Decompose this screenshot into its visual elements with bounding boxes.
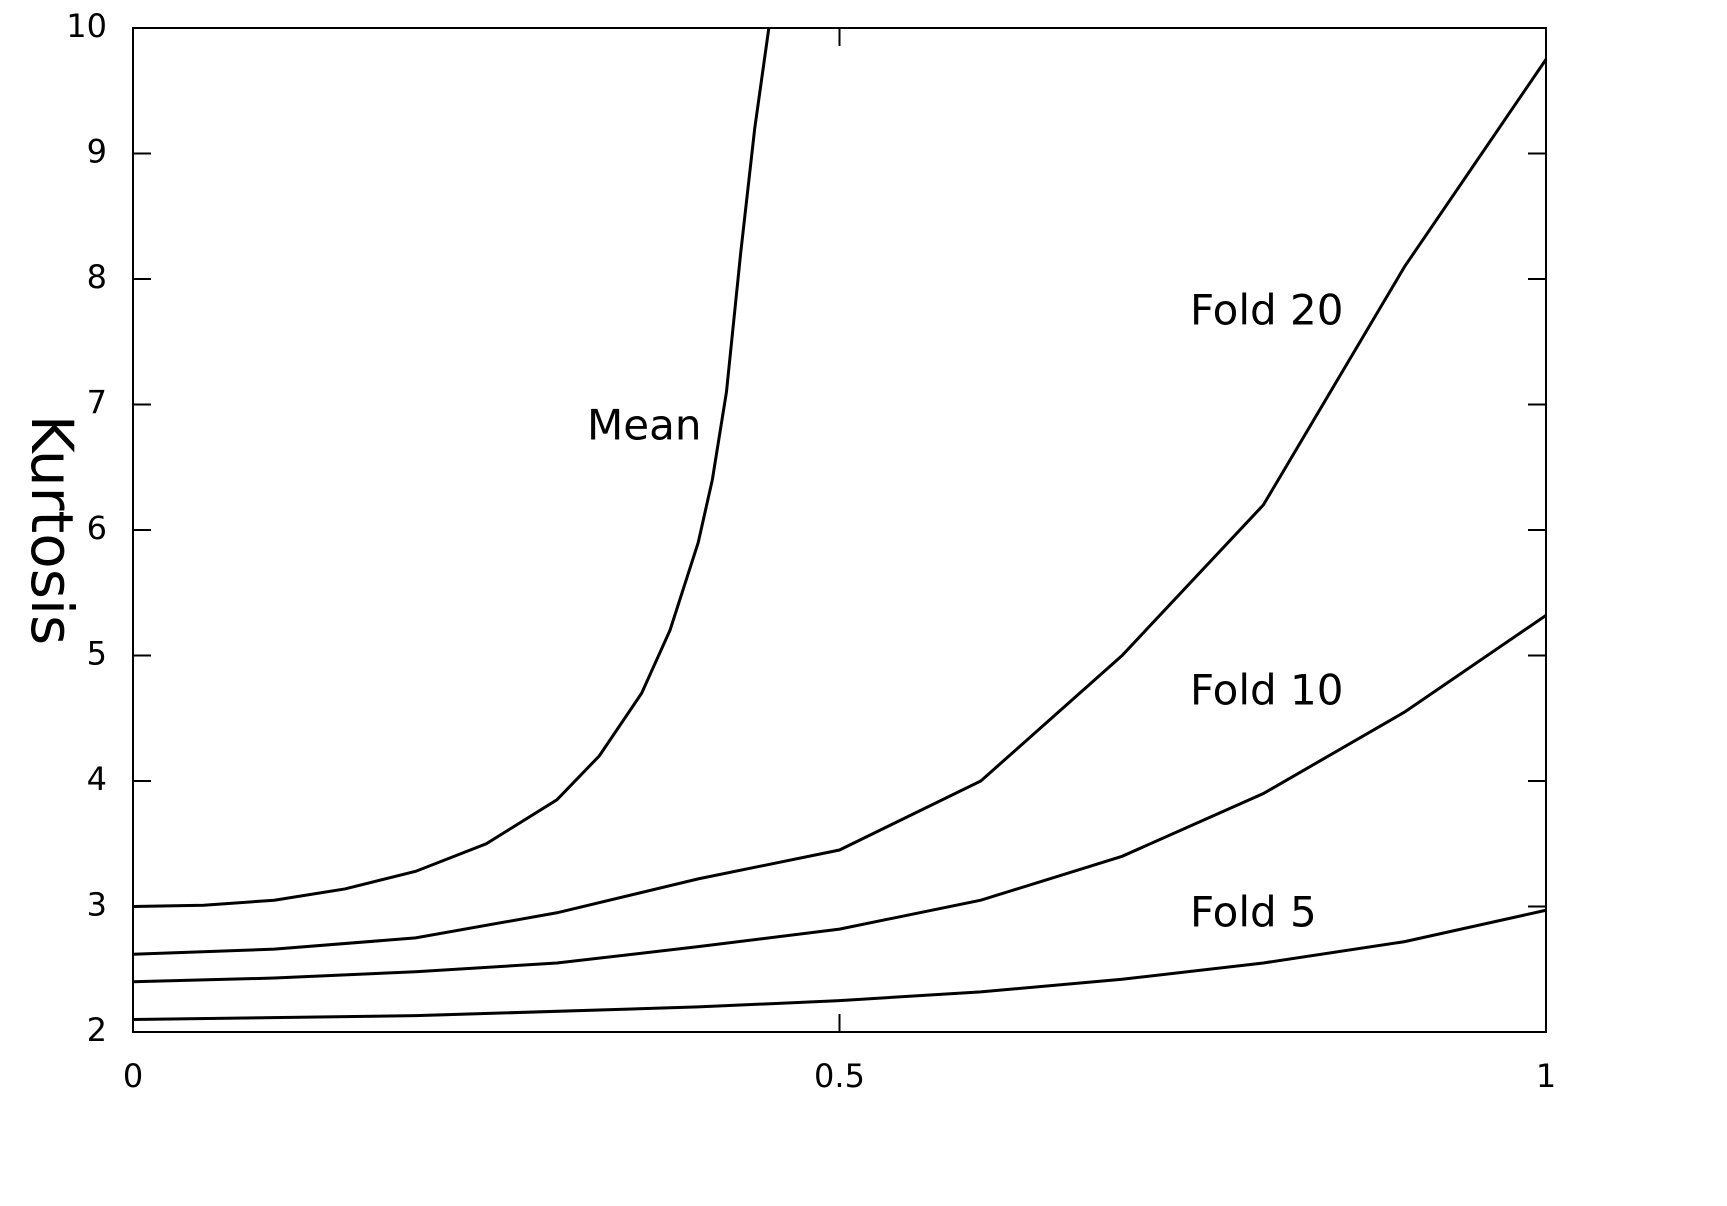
- x-tick-label: 0.5: [814, 1057, 865, 1095]
- series-line: [132, 27, 771, 908]
- series-line: [132, 614, 1547, 984]
- y-tick-label: 4: [87, 760, 107, 798]
- plot-frame: [132, 27, 1547, 1033]
- series-label: Mean: [587, 401, 701, 450]
- series-label: Fold 5: [1190, 888, 1317, 937]
- y-tick-label: 8: [87, 258, 107, 296]
- y-tick-label: 3: [87, 886, 107, 924]
- y-tick-label: 10: [66, 7, 107, 45]
- y-tick-label: 5: [87, 635, 107, 673]
- x-tick-label: 0: [123, 1057, 143, 1095]
- series-label: Fold 10: [1190, 666, 1343, 715]
- series-line: [132, 908, 1547, 1021]
- y-tick-label: 9: [87, 133, 107, 171]
- x-tick-label: 1: [1536, 1057, 1556, 1095]
- y-tick-label: 7: [87, 384, 107, 422]
- series-label: Fold 20: [1190, 286, 1343, 335]
- y-tick-label: 6: [87, 509, 107, 547]
- y-tick-label: 2: [87, 1011, 107, 1049]
- y-axis-label: Kurtosis: [18, 415, 86, 646]
- series-line: [132, 58, 1548, 956]
